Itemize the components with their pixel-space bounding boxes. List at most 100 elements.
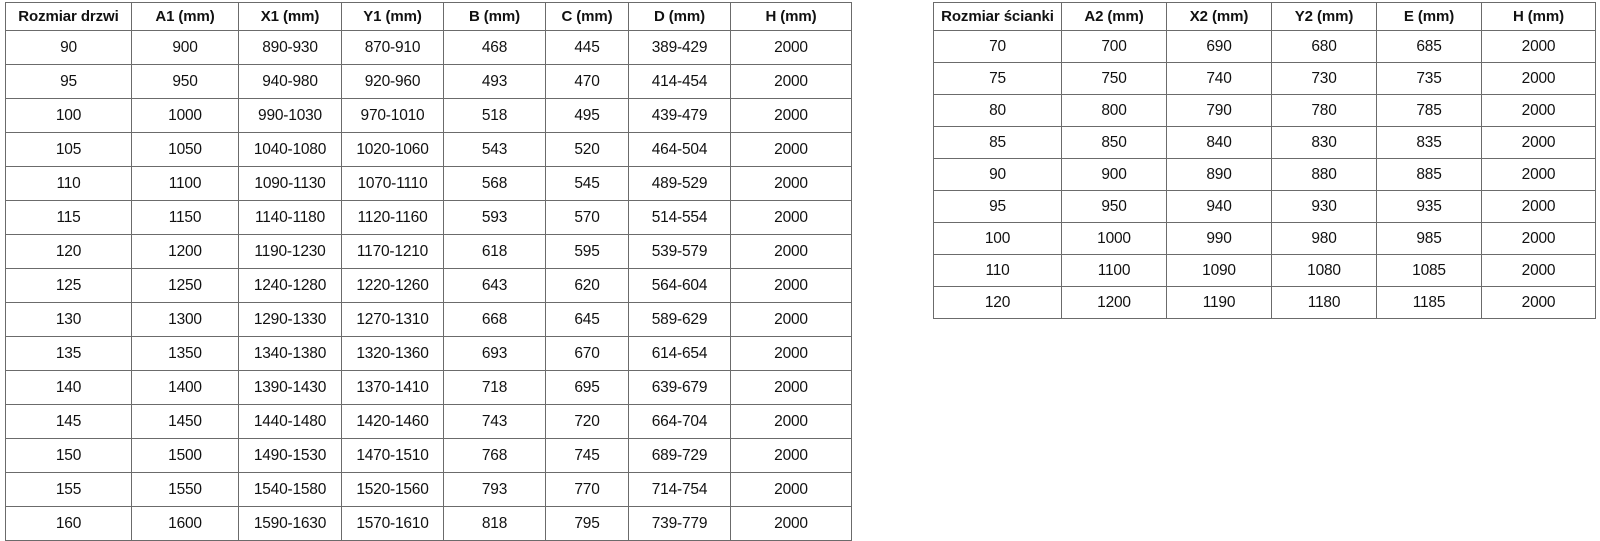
table-cell: 95	[933, 190, 1062, 223]
table-cell: 445	[545, 30, 629, 65]
table-cell: 840	[1166, 126, 1272, 159]
table-cell: 1220-1260	[341, 268, 444, 303]
table-row: 90 900 890-930 870-910 468 445 389-429 2000	[5, 30, 852, 65]
table-cell: 1185	[1376, 286, 1482, 319]
table-cell: 160	[5, 506, 132, 541]
table-cell: 714-754	[628, 472, 731, 507]
table-cell: 414-454	[628, 64, 731, 99]
table-cell: 539-579	[628, 234, 731, 269]
column-header-d: D (mm)	[628, 2, 731, 31]
table-cell: 870-910	[341, 30, 444, 65]
table-row: 110 1100 1090-1130 1070-1110 568 545 489-529 20…	[5, 166, 852, 201]
table-cell: 940	[1166, 190, 1272, 223]
table-cell: 1090	[1166, 254, 1272, 287]
table-cell: 2000	[730, 166, 852, 201]
table-cell: 1590-1630	[238, 506, 342, 541]
table-header-row: Rozmiar ścianki A2 (mm) X2 (mm) Y2 (mm) …	[933, 2, 1596, 31]
table-cell: 1100	[1061, 254, 1167, 287]
table-cell: 1140-1180	[238, 200, 342, 235]
table-cell: 643	[443, 268, 546, 303]
table-cell: 2000	[730, 234, 852, 269]
table-cell: 785	[1376, 94, 1482, 127]
table-cell: 2000	[1481, 190, 1596, 223]
table-cell: 1190-1230	[238, 234, 342, 269]
table-row: 125 1250 1240-1280 1220-1260 643 620 564-604 20…	[5, 268, 852, 303]
table-cell: 489-529	[628, 166, 731, 201]
table-cell: 700	[1061, 30, 1167, 63]
table-cell: 1020-1060	[341, 132, 444, 167]
table-cell: 740	[1166, 62, 1272, 95]
table-cell: 695	[545, 370, 629, 405]
table-cell: 1250	[131, 268, 239, 303]
table-cell: 545	[545, 166, 629, 201]
table-cell: 1070-1110	[341, 166, 444, 201]
table-cell: 495	[545, 98, 629, 133]
table-cell: 1120-1160	[341, 200, 444, 235]
table-cell: 790	[1166, 94, 1272, 127]
table-cell: 739-779	[628, 506, 731, 541]
table-cell: 468	[443, 30, 546, 65]
table-cell: 1200	[131, 234, 239, 269]
table-cell: 1600	[131, 506, 239, 541]
table-cell: 693	[443, 336, 546, 371]
table-header-row: Rozmiar drzwi A1 (mm) X1 (mm) Y1 (mm) B …	[5, 2, 852, 31]
table-cell: 735	[1376, 62, 1482, 95]
column-header-h: H (mm)	[1481, 2, 1596, 31]
table-cell: 1085	[1376, 254, 1482, 287]
table-cell: 595	[545, 234, 629, 269]
wall-table-body: 70 700 690 680 685 2000 75 750 740 730 735 2000 80 80…	[933, 30, 1596, 319]
table-cell: 389-429	[628, 30, 731, 65]
table-cell: 100	[5, 98, 132, 133]
table-cell: 1050	[131, 132, 239, 167]
column-header-x2: X2 (mm)	[1166, 2, 1272, 31]
table-cell: 150	[5, 438, 132, 473]
table-cell: 990	[1166, 222, 1272, 255]
table-cell: 920-960	[341, 64, 444, 99]
table-cell: 140	[5, 370, 132, 405]
table-cell: 730	[1271, 62, 1377, 95]
table-cell: 930	[1271, 190, 1377, 223]
table-cell: 115	[5, 200, 132, 235]
table-cell: 1420-1460	[341, 404, 444, 439]
table-cell: 1520-1560	[341, 472, 444, 507]
table-row: 95 950 940-980 920-960 493 470 414-454 2000	[5, 64, 852, 99]
table-cell: 543	[443, 132, 546, 167]
table-cell: 2000	[1481, 62, 1596, 95]
table-cell: 1080	[1271, 254, 1377, 287]
table-cell: 105	[5, 132, 132, 167]
table-cell: 1350	[131, 336, 239, 371]
table-cell: 980	[1271, 222, 1377, 255]
door-size-table: Rozmiar drzwi A1 (mm) X1 (mm) Y1 (mm) B …	[5, 2, 852, 541]
table-cell: 935	[1376, 190, 1482, 223]
table-cell: 464-504	[628, 132, 731, 167]
table-cell: 80	[933, 94, 1062, 127]
column-header-y1: Y1 (mm)	[341, 2, 444, 31]
table-cell: 940-980	[238, 64, 342, 99]
table-cell: 793	[443, 472, 546, 507]
table-row: 145 1450 1440-1480 1420-1460 743 720 664-704 20…	[5, 404, 852, 439]
table-row: 80 800 790 780 785 2000	[933, 94, 1596, 127]
table-cell: 620	[545, 268, 629, 303]
table-cell: 439-479	[628, 98, 731, 133]
table-cell: 2000	[730, 472, 852, 507]
table-cell: 830	[1271, 126, 1377, 159]
table-cell: 1180	[1271, 286, 1377, 319]
table-cell: 120	[5, 234, 132, 269]
table-cell: 520	[545, 132, 629, 167]
table-cell: 670	[545, 336, 629, 371]
table-cell: 950	[1061, 190, 1167, 223]
table-cell: 2000	[730, 370, 852, 405]
table-cell: 685	[1376, 30, 1482, 63]
table-cell: 130	[5, 302, 132, 337]
table-cell: 639-679	[628, 370, 731, 405]
door-table-head: Rozmiar drzwi A1 (mm) X1 (mm) Y1 (mm) B …	[5, 2, 852, 31]
table-row: 90 900 890 880 885 2000	[933, 158, 1596, 191]
table-cell: 645	[545, 302, 629, 337]
table-cell: 593	[443, 200, 546, 235]
table-cell: 1550	[131, 472, 239, 507]
table-row: 100 1000 990-1030 970-1010 518 495 439-479 2000	[5, 98, 852, 133]
table-cell: 2000	[1481, 126, 1596, 159]
table-cell: 1440-1480	[238, 404, 342, 439]
table-cell: 970-1010	[341, 98, 444, 133]
table-cell: 75	[933, 62, 1062, 95]
